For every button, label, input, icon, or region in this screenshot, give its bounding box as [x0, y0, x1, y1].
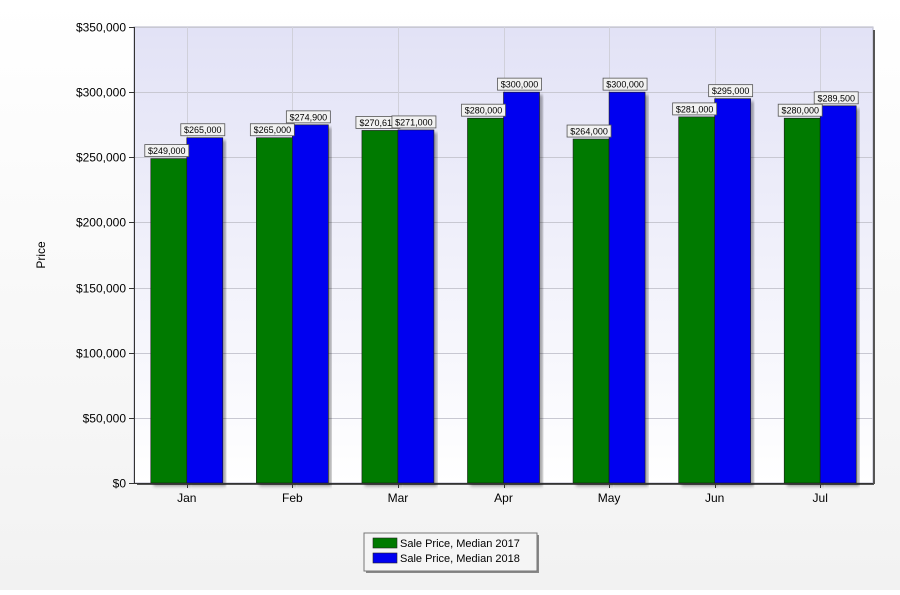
data-label-box: [391, 115, 437, 129]
data-label-text: $265,000: [184, 125, 222, 135]
data-label-box: [249, 123, 295, 137]
data-label-2017: $264,000: [566, 124, 612, 138]
data-label-box: [566, 124, 612, 138]
data-label-box: [144, 144, 190, 157]
y-tick-label: $250,000: [76, 151, 126, 165]
bar-2018-apr: [503, 91, 540, 484]
legend-swatch-2017: [372, 537, 398, 549]
bar-2018-jul: [819, 105, 857, 484]
data-label-2018: $274,900: [285, 110, 331, 124]
data-label-text: $270,611: [359, 118, 396, 128]
data-label-2017: $280,000: [777, 103, 823, 117]
data-label-text: $300,000: [606, 80, 644, 90]
bar-2018-mar: [397, 129, 435, 484]
data-label-text: $264,000: [570, 127, 608, 137]
y-tick-label: $200,000: [76, 216, 126, 230]
data-label-text: $280,000: [465, 106, 503, 116]
bar-2017-jun: [678, 116, 715, 484]
bar-2017-mar: [361, 130, 399, 484]
y-axis-title: Price: [34, 241, 48, 269]
bar-2017-jan: [150, 158, 188, 484]
x-tick-label: Jul: [813, 491, 828, 505]
data-label-text: $281,000: [676, 104, 714, 114]
y-tick-label: $50,000: [83, 412, 127, 426]
y-tick-label: $300,000: [76, 86, 126, 100]
data-label-box: [777, 103, 823, 117]
data-label-box: [285, 110, 331, 124]
data-label-2017: $249,000: [144, 144, 190, 157]
data-label-box: [461, 103, 506, 117]
x-tick-label: May: [598, 491, 621, 505]
data-label-text: $295,000: [712, 86, 750, 96]
bar-2017-feb: [256, 137, 293, 484]
legend-label-2017: Sale Price, Median 2017: [400, 538, 520, 550]
legend-label-2018: Sale Price, Median 2018: [400, 553, 520, 565]
bar-2017-apr: [467, 117, 504, 484]
data-label-box: [813, 91, 859, 105]
data-label-box: [708, 84, 754, 98]
bar-2017-may: [572, 138, 610, 484]
y-tick-label: $150,000: [76, 282, 126, 296]
data-label-2018: $300,000: [497, 77, 542, 91]
data-label-text: $265,000: [254, 125, 292, 135]
bar-2018-feb: [292, 124, 329, 484]
x-tick-label: Apr: [494, 491, 513, 505]
x-tick-label: Feb: [282, 491, 303, 505]
data-label-box: [180, 123, 226, 137]
data-label-text: $280,000: [781, 106, 819, 116]
data-label-text: $274,900: [290, 112, 328, 122]
legend-swatch-2018: [372, 552, 398, 564]
data-label-box: [672, 102, 718, 116]
data-label-text: $249,000: [148, 146, 186, 156]
data-label-2017: $280,000: [461, 103, 506, 117]
bar-2018-jun: [714, 98, 751, 484]
data-label-text: $271,000: [395, 117, 433, 127]
y-tick-label: $350,000: [76, 21, 126, 35]
data-label-2017: $270,611: [355, 116, 401, 129]
y-tick-label: $0: [113, 477, 127, 491]
data-label-2017: $281,000: [672, 102, 718, 116]
x-tick-label: Mar: [388, 491, 409, 505]
data-label-2018: $265,000: [180, 123, 226, 137]
bar-2017-jul: [783, 117, 821, 484]
bar-2018-jan: [186, 137, 224, 484]
data-label-text: $289,500: [817, 93, 855, 103]
data-label-2018: $295,000: [708, 84, 754, 98]
y-tick-label: $100,000: [76, 347, 126, 361]
x-tick-label: Jan: [177, 491, 196, 505]
data-label-2017: $265,000: [249, 123, 295, 137]
bar-2018-may: [608, 91, 646, 484]
data-label-box: [497, 77, 542, 91]
data-label-2018: $271,000: [391, 115, 437, 129]
data-label-2018: $300,000: [602, 77, 648, 91]
x-tick-label: Jun: [705, 491, 724, 505]
data-label-text: $300,000: [501, 80, 539, 90]
data-label-box: [602, 77, 648, 91]
data-label-2018: $289,500: [813, 91, 859, 105]
